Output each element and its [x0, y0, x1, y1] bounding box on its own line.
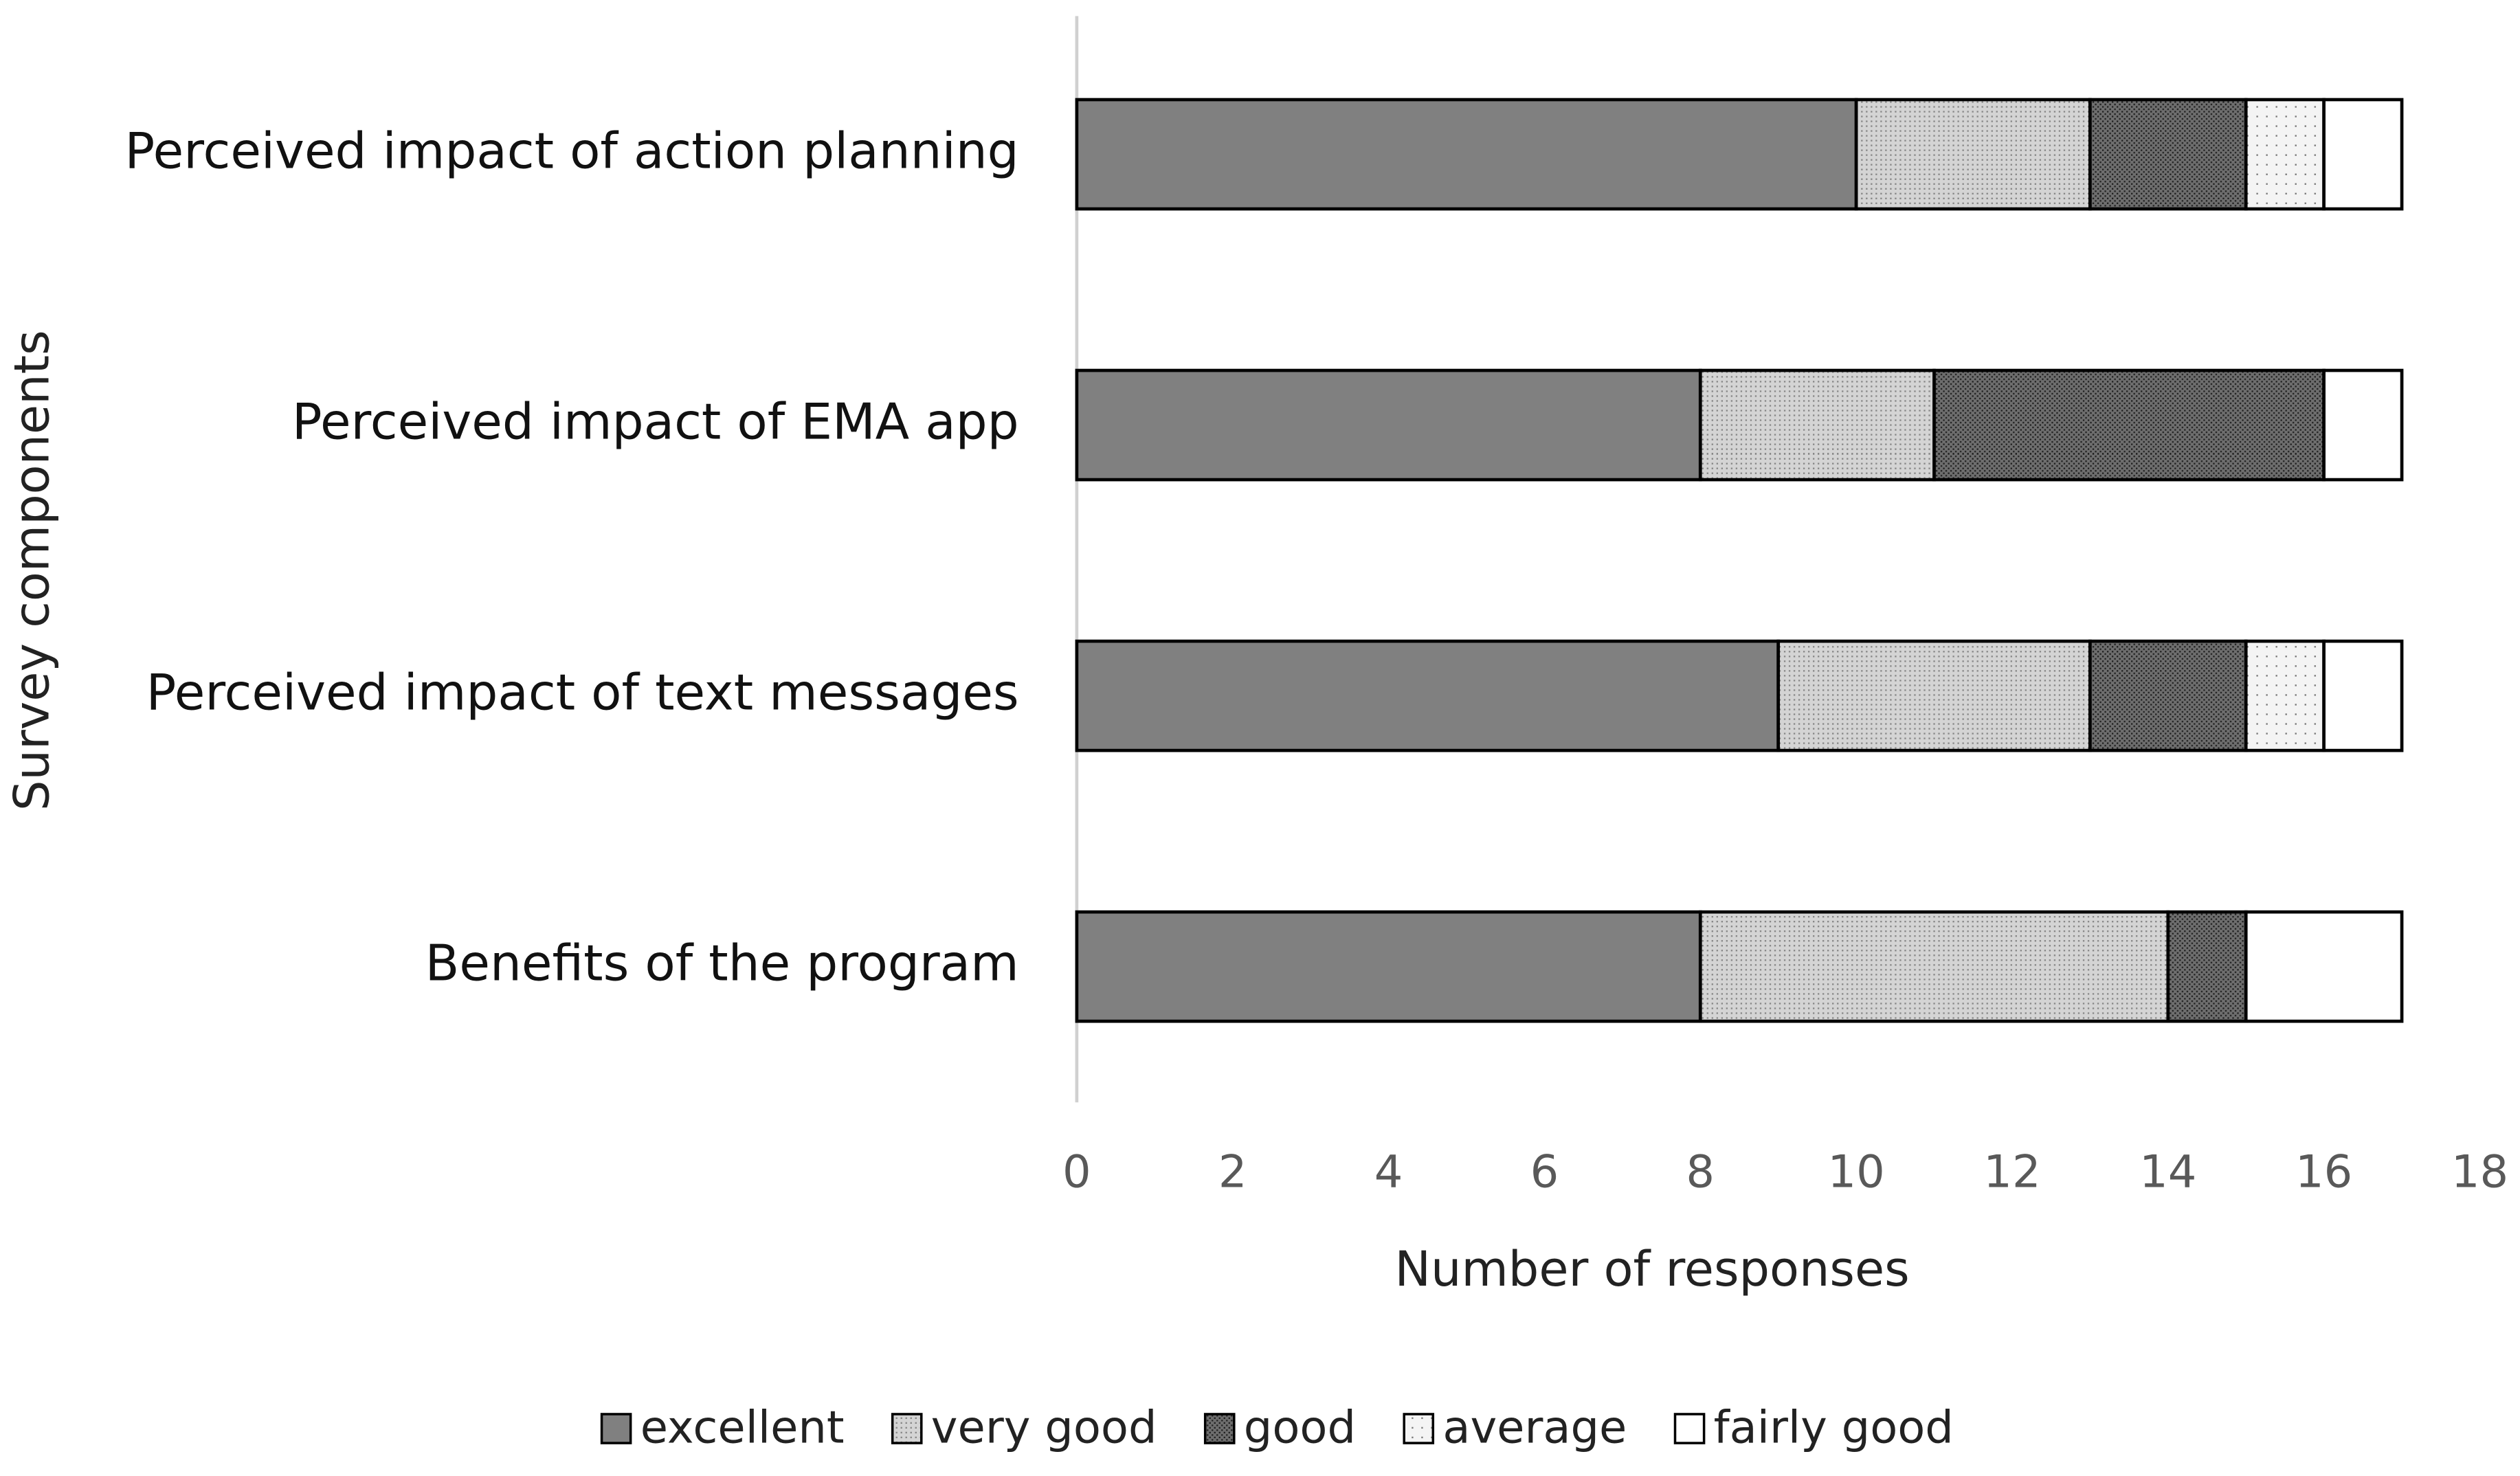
legend: excellent very good good average fairly good	[600, 1401, 1954, 1453]
legend-label: good	[1244, 1401, 1356, 1453]
bar-segment	[2244, 98, 2326, 211]
x-tick-label: 2	[1218, 1146, 1247, 1198]
bar-segment	[1075, 910, 1702, 1023]
bar-segment	[2322, 368, 2404, 482]
y-tick-label: Perceived impact of text messages	[146, 664, 1019, 722]
legend-swatch	[1403, 1413, 1435, 1444]
bar-segment	[2244, 639, 2326, 752]
legend-label: very good	[931, 1401, 1157, 1453]
bar-segment	[1075, 98, 1858, 211]
x-tick-label: 6	[1530, 1146, 1559, 1198]
legend-label: average	[1442, 1401, 1627, 1453]
bar-segment	[1776, 639, 2092, 752]
y-tick-label: Perceived impact of EMA app	[292, 394, 1019, 451]
bar-segment	[1698, 368, 1936, 482]
bar-segment	[1075, 368, 1702, 482]
x-tick-label: 10	[1827, 1146, 1884, 1198]
legend-swatch	[891, 1413, 923, 1444]
legend-swatch	[600, 1413, 632, 1444]
x-tick-label: 4	[1374, 1146, 1403, 1198]
legend-swatch	[1203, 1413, 1236, 1444]
legend-label: excellent	[640, 1401, 845, 1453]
x-tick-label: 8	[1686, 1146, 1715, 1198]
legend-label: fairly good	[1714, 1401, 1954, 1453]
bar-segment	[2088, 639, 2248, 752]
bar-segment	[1854, 98, 2092, 211]
legend-swatch	[1673, 1413, 1706, 1444]
x-tick-label: 16	[2295, 1146, 2352, 1198]
x-axis-label: Number of responses	[1395, 1241, 1910, 1297]
x-tick-label: 14	[2139, 1146, 2196, 1198]
bar-segment	[2322, 639, 2404, 752]
y-axis-label: Survey components	[4, 330, 60, 811]
bar-segment	[2244, 910, 2404, 1023]
bar-segment	[1932, 368, 2326, 482]
bar-segment	[2088, 98, 2248, 211]
y-tick-label: Benefits of the program	[425, 935, 1019, 993]
x-tick-label: 12	[1983, 1146, 2040, 1198]
y-tick-label: Perceived impact of action planning	[125, 123, 1019, 181]
bar-segment	[2166, 910, 2248, 1023]
x-tick-label: 18	[2451, 1146, 2508, 1198]
x-tick-label: 0	[1062, 1146, 1091, 1198]
bar-segment	[1698, 910, 2170, 1023]
bar-segment	[1075, 639, 1781, 752]
bar-segment	[2322, 98, 2404, 211]
